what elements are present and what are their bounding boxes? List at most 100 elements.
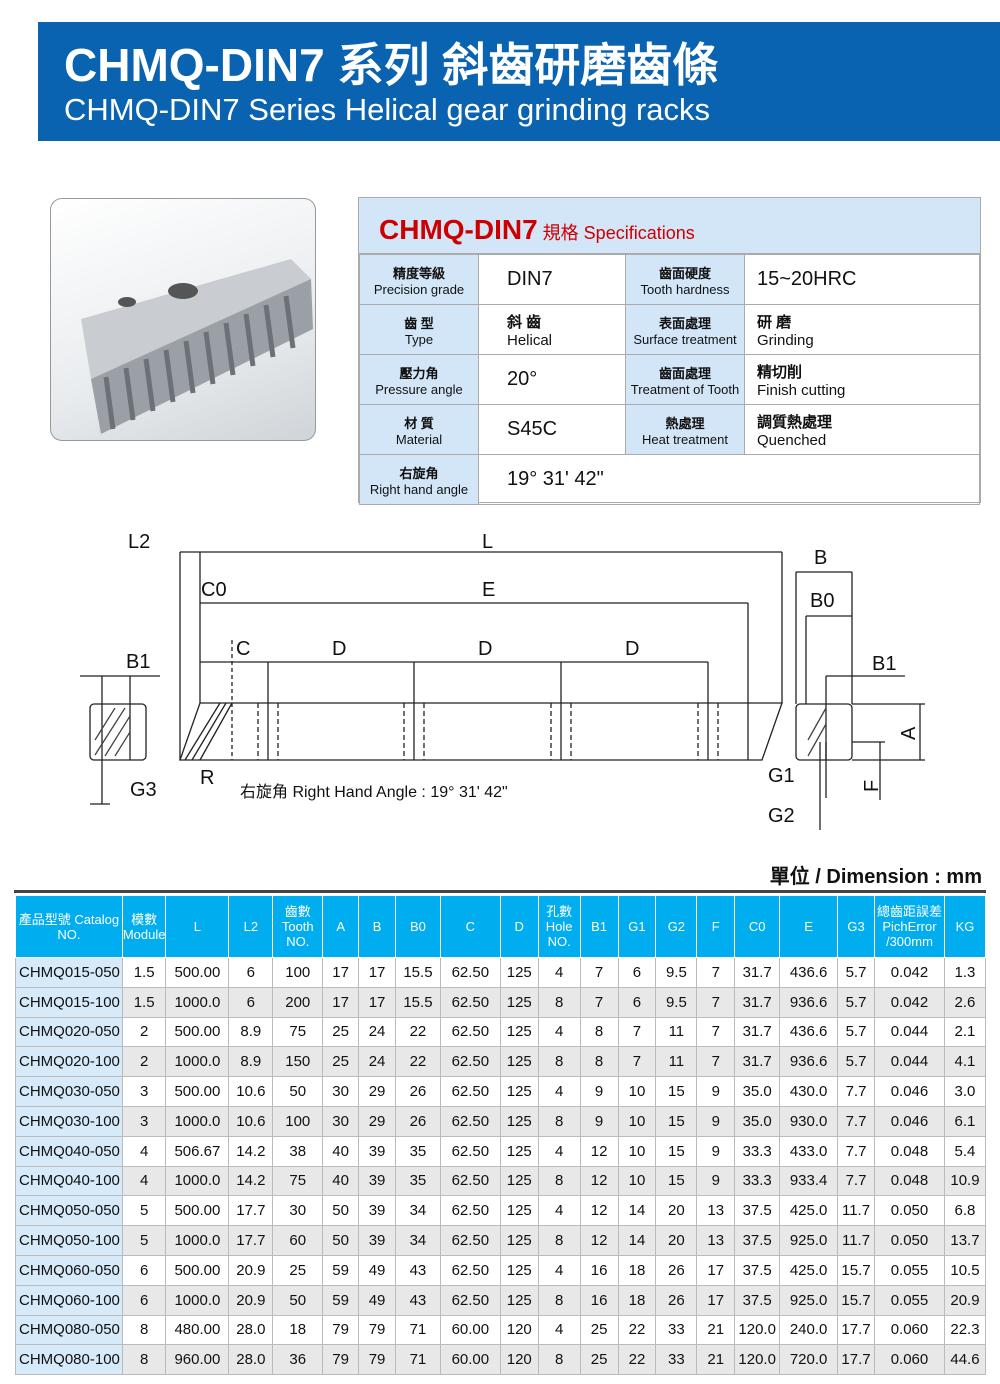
- table-cell: 35: [394, 1135, 441, 1167]
- table-cell: 62.50: [439, 1016, 501, 1048]
- catalog-number: CHMQ040-100: [15, 1165, 123, 1197]
- table-cell: 506.67: [165, 1135, 230, 1167]
- table-cell: 17: [322, 986, 360, 1018]
- table-row: CHMQ015-050 1.5 500.00 6 100 17 17 15.5 62.50 125…: [15, 957, 987, 988]
- table-cell: 37.5: [734, 1225, 781, 1256]
- table-cell: 35: [394, 1165, 441, 1197]
- table-cell: 4: [537, 1016, 581, 1048]
- table-cell: 7: [696, 957, 736, 988]
- column-header: B0: [394, 895, 441, 958]
- table-cell: 62.50: [439, 1195, 501, 1227]
- spec-title: CHMQ-DIN7 規格 Specifications: [359, 198, 980, 254]
- table-cell: 10: [617, 1076, 657, 1107]
- column-header: D: [499, 895, 539, 958]
- table-cell: 8: [537, 1344, 581, 1376]
- table-cell: 120.0: [734, 1314, 781, 1346]
- table-cell: 1.3: [943, 957, 987, 988]
- table-cell: 62.50: [439, 986, 501, 1018]
- table-cell: 6.8: [943, 1195, 987, 1227]
- table-cell: 4: [121, 1135, 167, 1167]
- label-b0: B0: [810, 590, 834, 612]
- table-cell: 29: [358, 1105, 396, 1137]
- table-cell: 6: [617, 986, 657, 1018]
- table-cell: 50: [322, 1195, 360, 1227]
- table-cell: 8: [537, 986, 581, 1018]
- table-cell: 9.5: [655, 986, 698, 1018]
- table-cell: 10.5: [943, 1254, 987, 1286]
- catalog-number: CHMQ060-100: [15, 1284, 123, 1316]
- table-cell: 8: [537, 1225, 581, 1256]
- catalog-number: CHMQ015-100: [15, 986, 123, 1018]
- table-cell: 4: [121, 1165, 167, 1197]
- label-c0: C0: [201, 579, 227, 601]
- label-g2: G2: [768, 805, 795, 827]
- table-cell: 5: [121, 1195, 167, 1227]
- catalog-number: CHMQ080-050: [15, 1314, 123, 1346]
- table-cell: 1.5: [121, 957, 167, 988]
- label-l: L: [482, 531, 493, 553]
- catalog-number: CHMQ060-050: [15, 1254, 123, 1286]
- table-cell: 79: [322, 1344, 360, 1376]
- table-cell: 62.50: [439, 1165, 501, 1197]
- catalog-number: CHMQ030-050: [15, 1076, 123, 1107]
- table-cell: 30: [322, 1105, 360, 1137]
- table-cell: 62.50: [439, 1135, 501, 1167]
- catalog-number: CHMQ030-100: [15, 1105, 123, 1137]
- table-cell: 500.00: [165, 1254, 230, 1286]
- table-cell: 17.7: [837, 1314, 875, 1346]
- table-cell: 5.7: [837, 957, 875, 988]
- table-cell: 933.4: [779, 1165, 839, 1197]
- table-cell: 15.7: [837, 1284, 875, 1316]
- column-header: C0: [734, 895, 781, 958]
- table-cell: 25: [322, 1016, 360, 1048]
- table-cell: 18: [617, 1284, 657, 1316]
- table-row: CHMQ050-100 5 1000.0 17.7 60 50 39 34 62.50 125 8 1…: [15, 1225, 987, 1256]
- table-row: CHMQ020-050 2 500.00 8.9 75 25 24 22 62.50 125 4 8 7…: [15, 1016, 987, 1048]
- table-cell: 6: [121, 1254, 167, 1286]
- table-cell: 60.00: [439, 1344, 501, 1376]
- table-cell: 720.0: [779, 1344, 839, 1376]
- table-cell: 936.6: [779, 986, 839, 1018]
- table-cell: 30: [272, 1195, 324, 1227]
- column-header: 模數 Module: [121, 895, 167, 958]
- catalog-number: CHMQ050-050: [15, 1195, 123, 1227]
- table-cell: 8: [579, 1046, 619, 1078]
- table-cell: 0.044: [874, 1016, 945, 1048]
- table-cell: 500.00: [165, 957, 230, 988]
- table-cell: 0.055: [874, 1254, 945, 1286]
- table-cell: 8: [537, 1105, 581, 1137]
- table-cell: 1000.0: [165, 1284, 230, 1316]
- table-cell: 5.7: [837, 986, 875, 1018]
- column-header: 孔數 Hole NO.: [537, 895, 581, 958]
- column-header: 總齒距誤差 PichError /300mm: [874, 895, 945, 958]
- table-cell: 7: [617, 1016, 657, 1048]
- table-cell: 13.7: [943, 1225, 987, 1256]
- table-cell: 79: [358, 1344, 396, 1376]
- table-cell: 0.060: [874, 1314, 945, 1346]
- table-cell: 4.1: [943, 1046, 987, 1078]
- table-cell: 4: [537, 957, 581, 988]
- table-cell: 7: [617, 1046, 657, 1078]
- table-cell: 18: [617, 1254, 657, 1286]
- table-cell: 1000.0: [165, 1105, 230, 1137]
- table-cell: 5.4: [943, 1135, 987, 1167]
- column-header: B1: [579, 895, 619, 958]
- label-b1-right: B1: [872, 653, 896, 675]
- table-cell: 14: [617, 1225, 657, 1256]
- table-cell: 62.50: [439, 1105, 501, 1137]
- table-cell: 39: [358, 1135, 396, 1167]
- table-cell: 7: [579, 986, 619, 1018]
- table-cell: 10: [617, 1135, 657, 1167]
- column-header: G1: [617, 895, 657, 958]
- table-cell: 39: [358, 1225, 396, 1256]
- column-header: F: [696, 895, 736, 958]
- column-header: E: [779, 895, 839, 958]
- page-title: CHMQ-DIN7 系列 斜齒研磨齒條: [64, 39, 719, 91]
- label-d-1: D: [332, 638, 346, 660]
- column-header: A: [322, 895, 360, 958]
- table-cell: 8.9: [228, 1046, 274, 1078]
- table-cell: 15: [655, 1165, 698, 1197]
- table-cell: 2: [121, 1016, 167, 1048]
- table-cell: 31.7: [734, 1046, 781, 1078]
- table-cell: 7: [696, 1046, 736, 1078]
